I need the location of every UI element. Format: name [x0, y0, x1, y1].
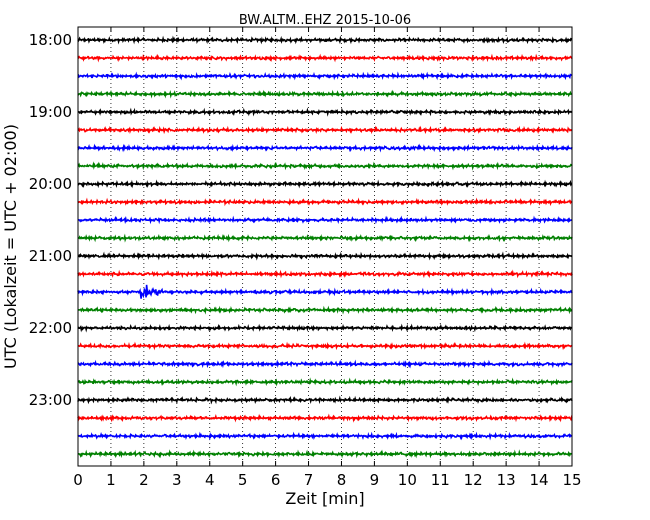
trace-line	[77, 71, 573, 81]
trace-line	[77, 341, 573, 351]
trace-line	[77, 395, 573, 405]
x-tick-label: 5	[238, 471, 248, 489]
trace-line	[77, 284, 573, 299]
trace-line	[78, 233, 573, 243]
trace-line	[77, 269, 573, 279]
x-tick-label: 3	[172, 471, 182, 489]
trace-line	[77, 161, 573, 171]
y-axis-ticks: 18:00 19:00 20:00 21:00 22:00 23:00	[29, 31, 572, 409]
x-tick-label: 4	[205, 471, 215, 489]
x-tick-label: 12	[464, 471, 483, 489]
x-tick-label: 11	[431, 471, 450, 489]
trace-line	[77, 53, 573, 63]
x-axis-ticks: 0 1 2 3 4 5 6 7 8 9 10 11 12 13 14 15	[73, 27, 582, 489]
trace-line	[77, 359, 573, 369]
x-tick-label: 13	[497, 471, 516, 489]
y-axis-label: UTC (Lokalzeit = UTC + 02:00)	[1, 124, 20, 369]
trace-line	[77, 89, 573, 99]
y-tick-label: 20:00	[29, 175, 72, 193]
trace-line	[77, 215, 573, 225]
y-tick-label: 19:00	[29, 103, 72, 121]
trace-line	[77, 323, 573, 333]
trace-line	[77, 377, 573, 387]
trace-line	[77, 107, 573, 117]
x-tick-label: 15	[562, 471, 581, 489]
y-tick-label: 21:00	[29, 247, 72, 265]
y-tick-label: 22:00	[29, 319, 72, 337]
trace-line	[78, 251, 573, 261]
y-tick-label: 18:00	[29, 31, 72, 49]
trace-line	[77, 413, 573, 423]
x-axis-label: Zeit [min]	[285, 489, 364, 508]
x-tick-label: 8	[337, 471, 347, 489]
y-tick-label: 23:00	[29, 391, 72, 409]
trace-line	[77, 431, 573, 441]
x-tick-label: 10	[398, 471, 417, 489]
x-tick-label: 0	[73, 471, 83, 489]
trace-line	[77, 305, 573, 315]
trace-series	[77, 35, 573, 459]
x-tick-label: 6	[271, 471, 281, 489]
trace-line	[77, 143, 573, 153]
x-tick-label: 7	[304, 471, 314, 489]
x-tick-label: 1	[106, 471, 116, 489]
trace-line	[77, 35, 573, 45]
x-tick-label: 9	[370, 471, 380, 489]
trace-line	[78, 449, 573, 459]
chart-title: BW.ALTM..EHZ 2015-10-06	[239, 13, 411, 28]
x-tick-label: 14	[530, 471, 549, 489]
x-tick-label: 2	[139, 471, 149, 489]
trace-line	[77, 125, 573, 135]
trace-line	[77, 179, 573, 189]
trace-line	[77, 197, 573, 207]
plot-frame	[77, 26, 573, 467]
